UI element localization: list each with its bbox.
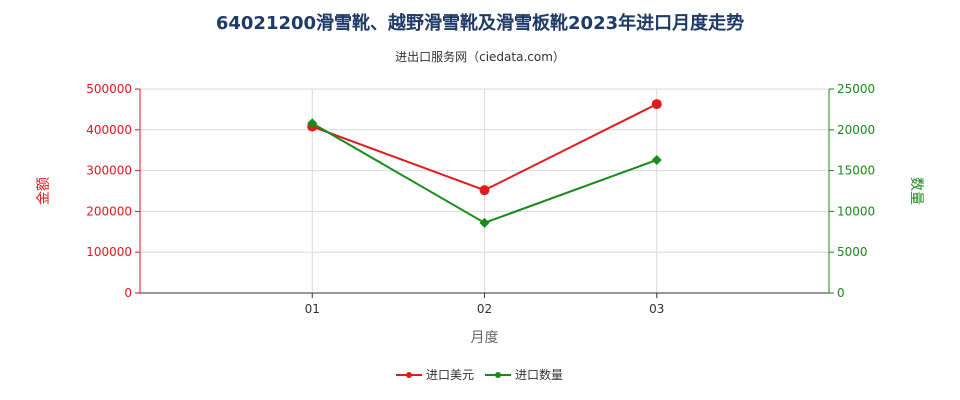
x-axis-tick-label: 03 bbox=[649, 302, 664, 316]
data-point-qty bbox=[651, 154, 662, 165]
legend-item-usd[interactable]: 进口美元 bbox=[396, 366, 474, 383]
right-axis-tick-label: 0 bbox=[837, 286, 845, 300]
left-axis-tick-label: 500000 bbox=[86, 82, 132, 96]
x-axis-tick-label: 01 bbox=[305, 302, 320, 316]
legend-qty-swatch bbox=[485, 371, 511, 378]
legend-usd-label: 进口美元 bbox=[426, 368, 475, 382]
left-axis-tick-label: 300000 bbox=[86, 164, 132, 178]
left-axis-tick-label: 200000 bbox=[86, 204, 132, 218]
chart-subtitle: 进出口服务网（ciedata.com） bbox=[395, 50, 565, 64]
right-axis-title: 数量 bbox=[908, 177, 924, 205]
right-axis-tick-label: 5000 bbox=[837, 245, 868, 259]
legend-usd-swatch bbox=[396, 371, 422, 378]
chart-title: 64021200滑雪靴、越野滑雪靴及滑雪板靴2023年进口月度走势 bbox=[215, 13, 745, 34]
legend: 进口美元 进口数量 bbox=[0, 366, 960, 384]
legend-qty-label: 进口数量 bbox=[515, 368, 564, 382]
right-axis-tick-label: 10000 bbox=[837, 204, 875, 218]
x-axis-tick-label: 02 bbox=[477, 302, 492, 316]
data-point-qty bbox=[307, 118, 318, 129]
data-point-usd bbox=[479, 185, 490, 196]
left-axis-tick-label: 400000 bbox=[86, 123, 132, 137]
data-point-qty bbox=[479, 217, 490, 228]
right-axis-tick-label: 25000 bbox=[837, 82, 875, 96]
left-axis-title: 金额 bbox=[36, 177, 52, 205]
right-axis-tick-label: 20000 bbox=[837, 123, 875, 137]
legend-item-qty[interactable]: 进口数量 bbox=[485, 366, 563, 383]
left-axis-tick-label: 0 bbox=[124, 286, 132, 300]
left-axis-tick-label: 100000 bbox=[86, 245, 132, 259]
x-axis-title: 月度 bbox=[471, 330, 499, 346]
right-axis-tick-label: 15000 bbox=[837, 164, 875, 178]
data-point-usd bbox=[651, 99, 662, 110]
